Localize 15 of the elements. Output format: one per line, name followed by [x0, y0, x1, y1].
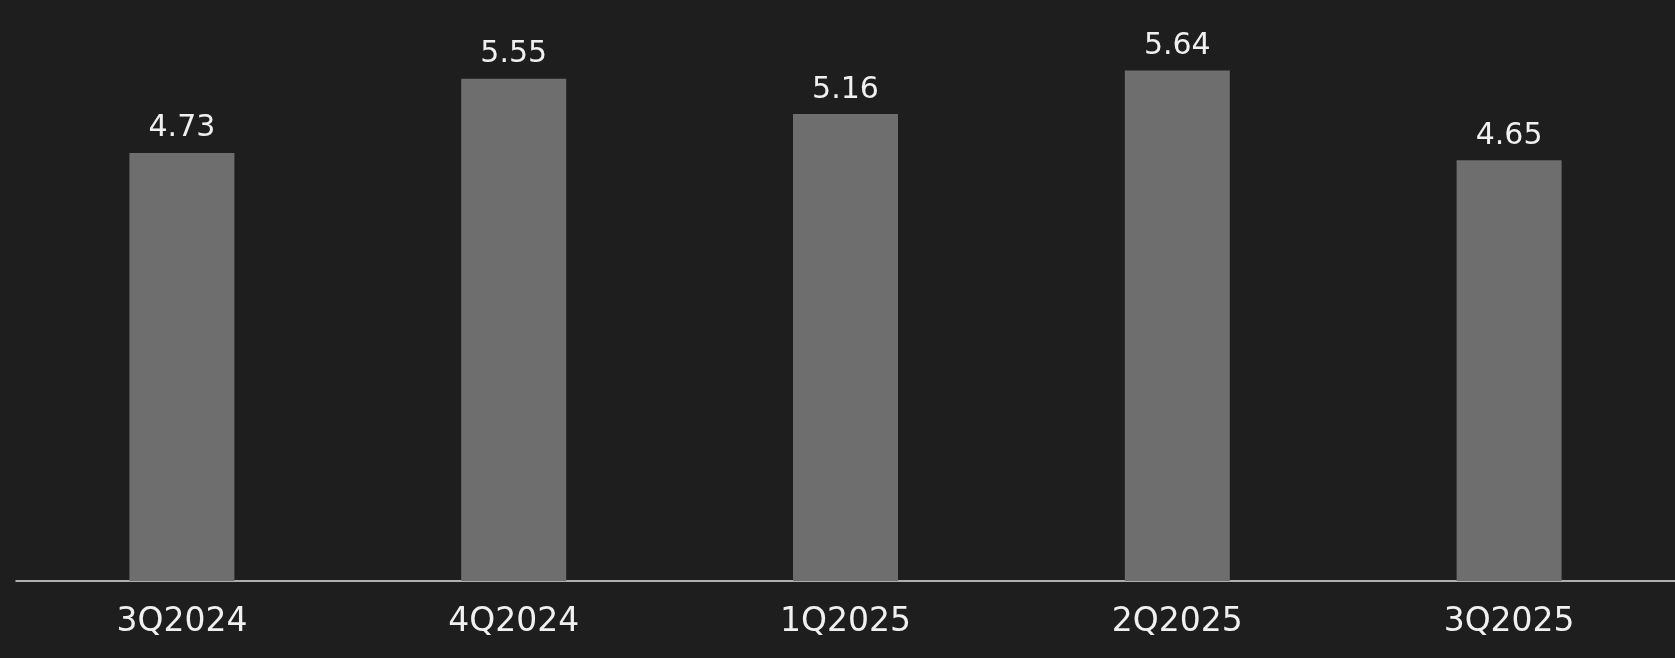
- x-tick-label: 3Q2024: [116, 600, 248, 639]
- x-tick-label: 3Q2025: [1443, 600, 1575, 639]
- x-tick-label: 4Q2024: [448, 600, 580, 639]
- bar: [129, 152, 235, 581]
- bar: [1456, 160, 1562, 581]
- data-label: 5.16: [812, 69, 879, 105]
- data-label: 4.65: [1475, 115, 1543, 151]
- data-label: 4.73: [148, 108, 216, 144]
- bar: [461, 78, 567, 581]
- x-tick-label: 1Q2025: [780, 600, 911, 639]
- x-tick-label: 2Q2025: [1111, 600, 1243, 639]
- data-label: 5.64: [1143, 26, 1211, 62]
- bar: [1124, 70, 1230, 581]
- bar: [793, 114, 898, 581]
- data-label: 5.55: [480, 34, 548, 70]
